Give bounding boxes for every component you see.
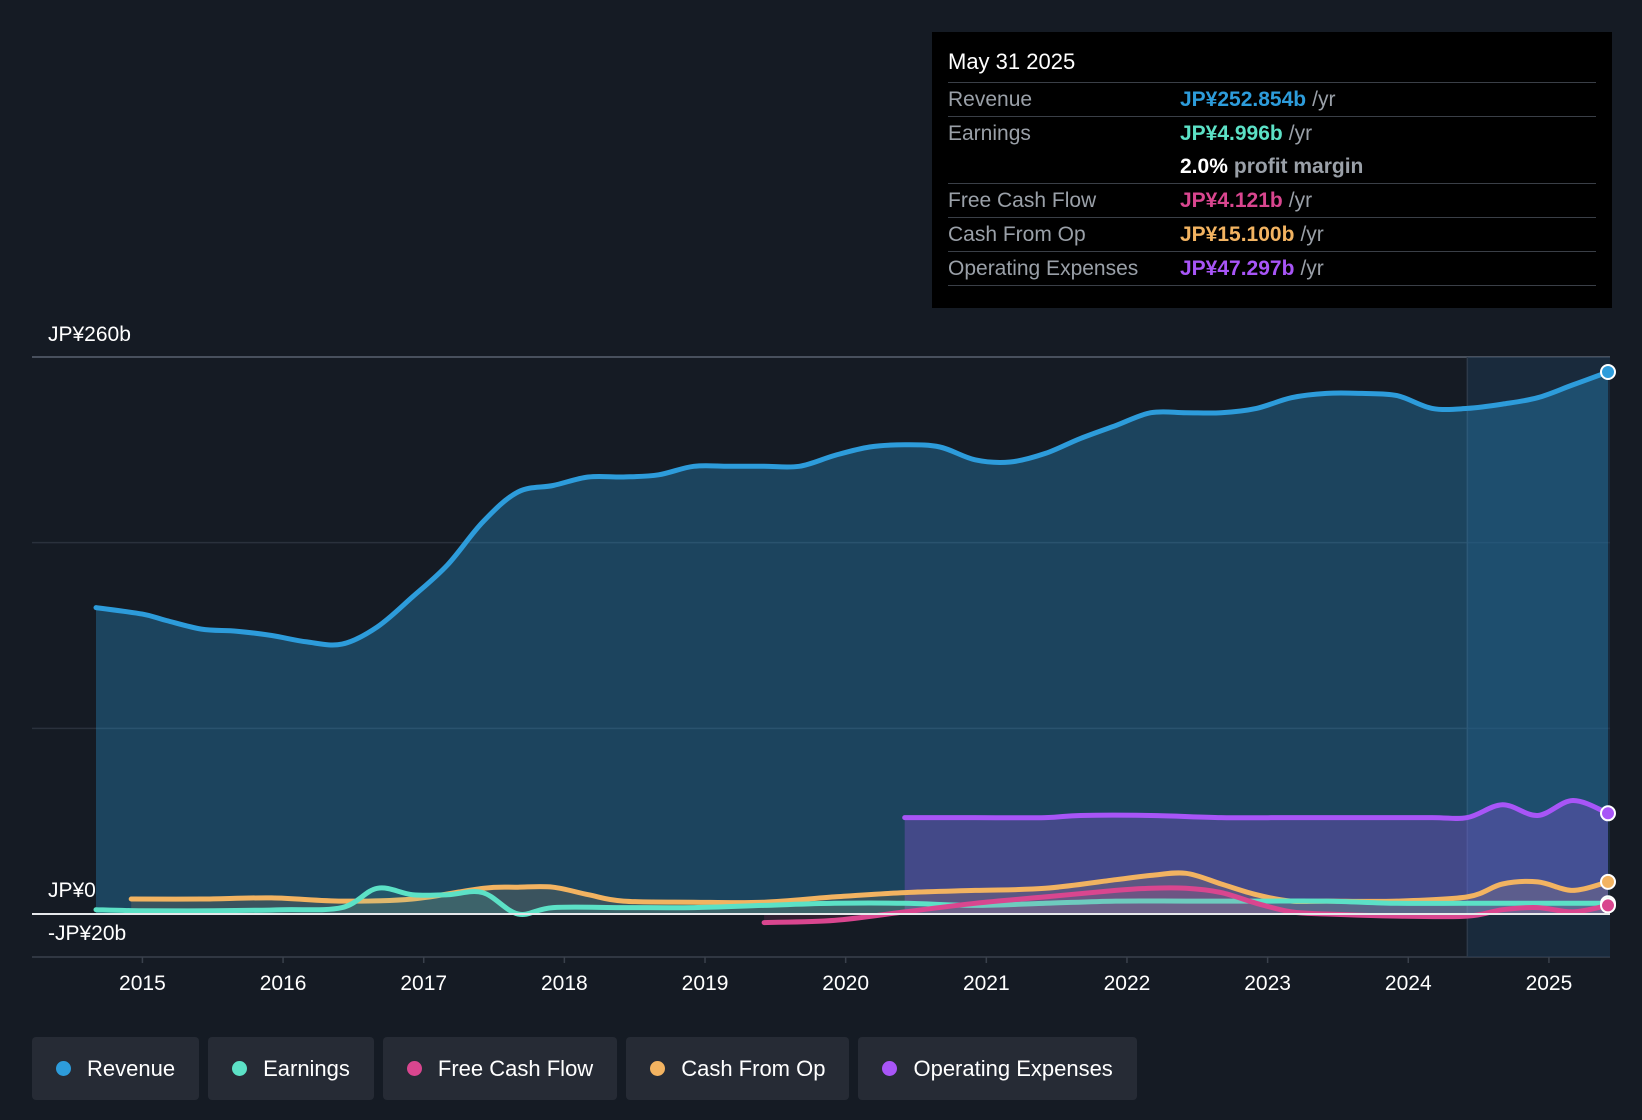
tooltip-row-profit-margin: 2.0% profit margin (948, 150, 1596, 184)
series-area-revenue (96, 372, 1608, 914)
legend-item-operating-expenses[interactable]: Operating Expenses (858, 1037, 1137, 1100)
tooltip-value-cash-from-op: JP¥15.100b (1180, 222, 1295, 246)
x-tick-label-2024: 2024 (1385, 972, 1432, 995)
tooltip-date: May 31 2025 (948, 46, 1596, 83)
x-tick-label-2015: 2015 (119, 972, 166, 995)
x-tick-label-2025: 2025 (1526, 972, 1573, 995)
series-endpoint-free-cash-flow (1600, 897, 1616, 914)
x-tick-label-2022: 2022 (1104, 972, 1151, 995)
tooltip-unit-profit-margin: profit margin (1233, 154, 1364, 178)
series-line-free-cash-flow (761, 885, 1611, 926)
legend-dot-operating-expenses-icon (882, 1061, 898, 1076)
tooltip-label-revenue: Revenue (948, 87, 1033, 111)
x-tick-label-2020: 2020 (822, 972, 869, 995)
y-label-bottom: -JP¥20b (48, 922, 126, 945)
legend-label-operating-expenses: Operating Expenses (913, 1055, 1113, 1081)
y-label-zero: JP¥0 (48, 879, 96, 902)
series-endpoint-operating-expenses (1600, 805, 1616, 822)
legend-dot-free-cash-flow-icon (406, 1061, 422, 1076)
tooltip-row-earnings: Earnings JP¥4.996b /yr (948, 117, 1596, 150)
legend-dot-revenue-icon (56, 1061, 71, 1076)
legend-label-earnings: Earnings (263, 1055, 350, 1081)
legend-item-earnings[interactable]: Earnings (208, 1037, 374, 1100)
grid-layer (32, 356, 1610, 958)
tooltip-row-free-cash-flow: Free Cash Flow JP¥4.121b /yr (948, 184, 1596, 218)
tooltip-value-operating-expenses: JP¥47.297b (1180, 256, 1295, 280)
tooltip-value-profit-margin: 2.0% (1180, 154, 1228, 178)
tooltip-label-cash-from-op: Cash From Op (948, 222, 1086, 246)
axis-layer: JP¥260b JP¥0 -JP¥20b 2015 2016 2017 2018 2019 20… (32, 323, 1610, 995)
x-tick-label-2018: 2018 (541, 972, 588, 995)
legend-label-revenue: Revenue (87, 1055, 176, 1081)
highlight-region (1467, 357, 1610, 957)
series-endpoint-cash-from-op (1600, 873, 1616, 890)
legend-dot-cash-from-op-icon (650, 1061, 666, 1076)
tooltip-row-operating-expenses: Operating Expenses JP¥47.297b /yr (948, 252, 1596, 286)
tooltip-label-operating-expenses: Operating Expenses (948, 256, 1139, 280)
tooltip-unit-revenue: /yr (1312, 87, 1336, 111)
tooltip-unit-free-cash-flow: /yr (1288, 188, 1313, 212)
x-tick-label-2021: 2021 (963, 972, 1010, 995)
x-tick-label-2016: 2016 (260, 972, 307, 995)
y-label-top: JP¥260b (48, 323, 131, 346)
series-line-revenue (93, 369, 1611, 648)
data-tooltip: May 31 2025 Revenue JP¥252.854b /yr Earn… (932, 32, 1612, 308)
tooltip-unit-earnings: /yr (1288, 121, 1313, 145)
tooltip-value-free-cash-flow: JP¥4.121b (1180, 188, 1283, 212)
legend-item-cash-from-op[interactable]: Cash From Op (626, 1037, 850, 1100)
tooltip-value-earnings: JP¥4.996b (1180, 121, 1283, 145)
legend-label-free-cash-flow: Free Cash Flow (437, 1055, 594, 1081)
tooltip-unit-operating-expenses: /yr (1300, 256, 1324, 280)
legend-item-revenue[interactable]: Revenue (32, 1037, 200, 1100)
tooltip-row-cash-from-op: Cash From Op JP¥15.100b /yr (948, 218, 1596, 252)
legend-label-cash-from-op: Cash From Op (681, 1055, 826, 1081)
tooltip-label-earnings: Earnings (948, 121, 1031, 145)
x-tick-label-2023: 2023 (1244, 972, 1291, 995)
legend-dot-earnings-icon (232, 1061, 248, 1076)
legend-item-free-cash-flow[interactable]: Free Cash Flow (382, 1037, 618, 1100)
series-line-earnings (93, 885, 1611, 917)
series-layer (93, 363, 1616, 926)
chart-legend: Revenue Earnings Free Cash Flow Cash Fro… (32, 1037, 1137, 1100)
x-tick-label-2019: 2019 (682, 972, 729, 995)
series-area-earnings (96, 887, 1608, 915)
x-tick-label-2017: 2017 (400, 972, 447, 995)
series-endpoint-revenue (1600, 363, 1616, 380)
tooltip-row-revenue: Revenue JP¥252.854b /yr (948, 83, 1596, 117)
tooltip-label-free-cash-flow: Free Cash Flow (948, 188, 1097, 212)
series-line-operating-expenses (902, 798, 1611, 822)
tooltip-value-revenue: JP¥252.854b (1180, 87, 1307, 111)
tooltip-unit-cash-from-op: /yr (1300, 222, 1324, 246)
